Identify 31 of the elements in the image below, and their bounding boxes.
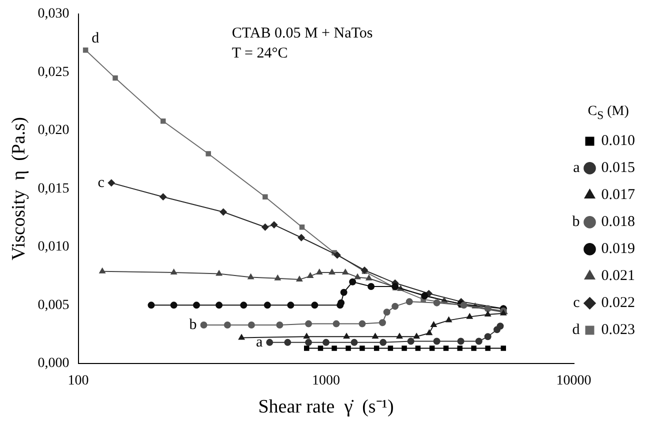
annotation: d [92, 30, 100, 47]
text: d [572, 322, 580, 338]
x-tick-label: 1000 [312, 373, 340, 388]
legend-label: 0.023 [601, 322, 635, 338]
x-tick-label: 100 [68, 373, 89, 388]
text: b [572, 214, 580, 230]
y-tick-label: 0,000 [38, 356, 70, 372]
x-tick-label: 10000 [556, 373, 592, 388]
y-tick-label: 0,030 [38, 6, 70, 22]
legend-label: 0.022 [601, 295, 635, 312]
legend-label: 0.015 [601, 160, 635, 176]
y-tick-label: 0,025 [38, 64, 70, 80]
legend-label: 0.021 [601, 268, 635, 284]
annotation: c [98, 174, 105, 191]
y-axis-title: Viscosity η (Pa.s) [8, 117, 30, 260]
annotation: T = 24°C [232, 45, 288, 62]
annotation: CTAB 0.05 M + NaTos [232, 25, 373, 42]
text: c [573, 295, 580, 312]
x-axis-title: Shear rate γ̇ (s⁻¹) [258, 396, 394, 418]
y-tick-label: 0,005 [38, 298, 70, 313]
annotation: a [256, 334, 263, 350]
text: a [573, 160, 580, 176]
y-tick-label: 0,020 [38, 123, 70, 138]
legend-label: 0.010 [601, 133, 635, 150]
annotation: b [189, 316, 197, 333]
legend-label: 0.017 [601, 187, 636, 204]
legend-label: 0.019 [601, 241, 635, 258]
y-tick-label: 0,015 [38, 181, 70, 196]
legend-label: 0.018 [601, 214, 635, 230]
legend-title: C$_{S}$ (M) [588, 104, 629, 124]
y-tick-label: 0,010 [38, 240, 70, 255]
